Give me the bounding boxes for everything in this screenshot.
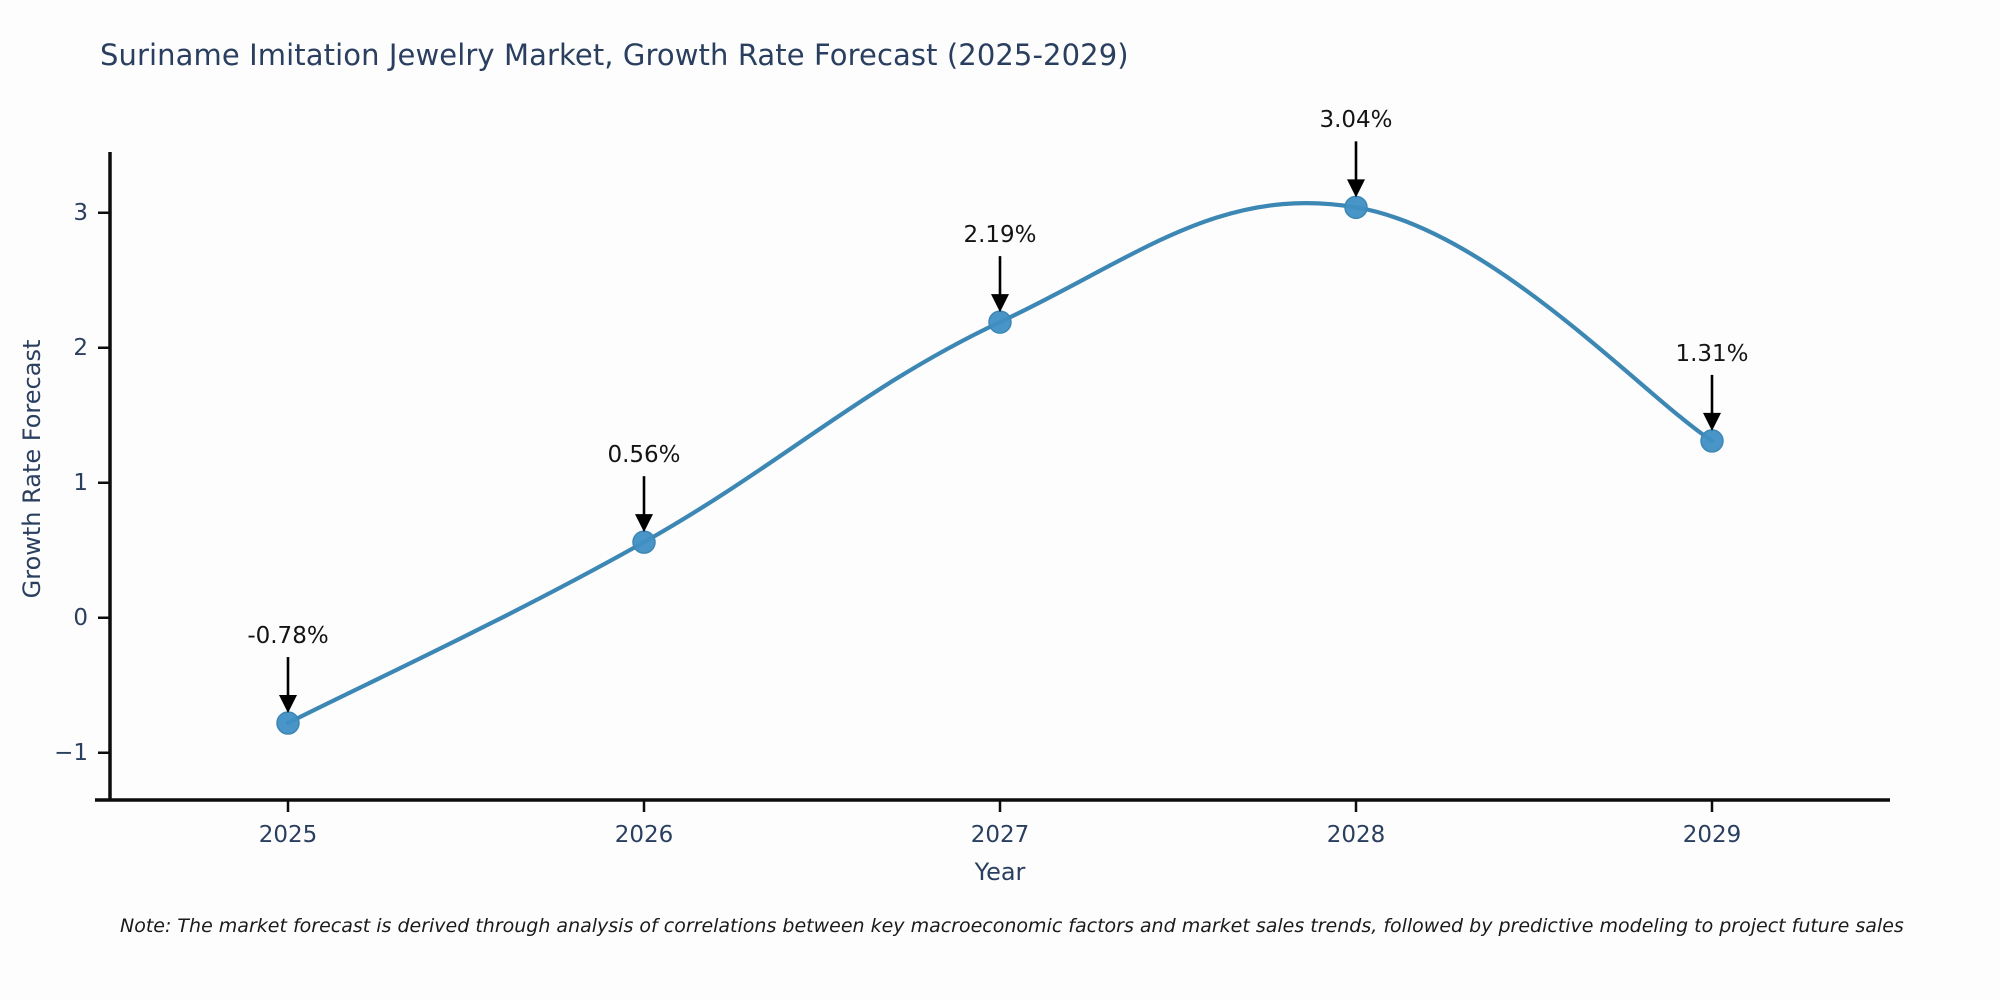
- x-tick-label: 2029: [1682, 822, 1742, 848]
- data-point-label: -0.78%: [247, 623, 329, 650]
- annotation-arrow-head: [991, 294, 1009, 313]
- chart-note: Note: The market forecast is derived thr…: [120, 915, 1904, 937]
- data-point-marker[interactable]: [1700, 429, 1724, 453]
- data-point-marker[interactable]: [1344, 195, 1368, 220]
- y-tick-label: −1: [54, 739, 88, 766]
- data-point-label: 3.04%: [1319, 107, 1393, 134]
- y-tick-label: 2: [73, 334, 88, 361]
- data-point-label: 2.19%: [963, 222, 1037, 249]
- data-point-marker[interactable]: [632, 530, 656, 554]
- y-tick-label: 0: [73, 604, 88, 631]
- x-axis-ticks: [286, 800, 1714, 812]
- annotation-arrow-head: [279, 695, 297, 714]
- x-tick-label: 2027: [970, 822, 1030, 848]
- annotation-arrow-head: [1347, 179, 1365, 198]
- y-axis-ticks: [98, 211, 110, 754]
- x-axis-title: Year: [974, 858, 1026, 886]
- annotation-arrow-head: [1703, 412, 1721, 431]
- data-point-marker[interactable]: [276, 711, 300, 735]
- x-tick-label: 2028: [1326, 822, 1386, 848]
- y-tick-label: 3: [73, 199, 88, 226]
- x-tick-label: 2026: [614, 822, 674, 848]
- chart-title: Suriname Imitation Jewelry Market, Growt…: [100, 38, 1129, 72]
- data-point-marker[interactable]: [988, 310, 1012, 334]
- x-tick-label: 2025: [258, 822, 318, 848]
- annotation-arrows: [279, 141, 1721, 714]
- data-point-label: 1.31%: [1675, 340, 1749, 367]
- axis-spines: [95, 152, 1890, 802]
- annotation-arrow-head: [635, 514, 653, 533]
- data-point-label: 0.56%: [607, 442, 681, 469]
- y-tick-label: 1: [73, 469, 88, 496]
